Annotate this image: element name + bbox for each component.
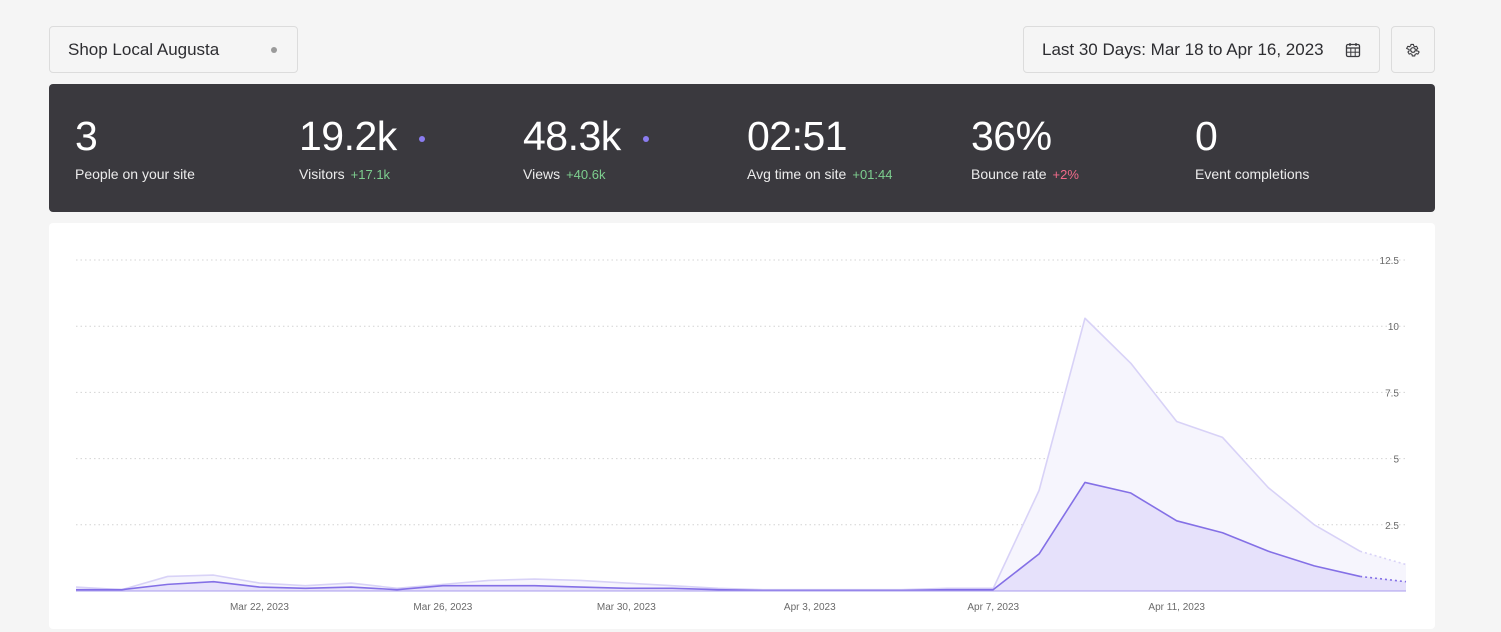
stat-label: Visitors bbox=[299, 166, 345, 182]
y-tick-label: 2.5 bbox=[1385, 521, 1399, 532]
x-tick-label: Apr 3, 2023 bbox=[784, 602, 836, 613]
settings-button[interactable] bbox=[1391, 26, 1435, 73]
y-tick-label: 5 bbox=[1393, 455, 1399, 466]
site-selector[interactable]: Shop Local Augusta bbox=[49, 26, 298, 73]
gear-icon bbox=[1405, 42, 1421, 58]
stat-delta: +40.6k bbox=[566, 167, 606, 182]
x-tick-label: Mar 30, 2023 bbox=[597, 602, 656, 613]
x-tick-label: Mar 22, 2023 bbox=[230, 602, 289, 613]
y-tick-label: 12.5 bbox=[1380, 256, 1400, 267]
series-line-visitors bbox=[76, 481, 1361, 592]
date-range-picker[interactable]: Last 30 Days: Mar 18 to Apr 16, 2023 bbox=[1023, 26, 1380, 73]
x-tick-label: Apr 11, 2023 bbox=[1148, 602, 1205, 613]
series-dot-icon bbox=[643, 136, 649, 142]
stat-delta: +2% bbox=[1052, 167, 1079, 182]
status-dot-icon bbox=[271, 46, 277, 53]
y-tick-label: 7.5 bbox=[1385, 388, 1399, 399]
stat-value: 48.3k bbox=[523, 113, 621, 159]
series-line-views bbox=[75, 317, 1361, 591]
stats-bar: 3 People on your site 19.2k Visitors +17.… bbox=[49, 84, 1435, 212]
stat-label: Avg time on site bbox=[747, 166, 847, 182]
y-tick-label: 10 bbox=[1388, 322, 1400, 333]
calendar-icon bbox=[1345, 42, 1361, 58]
stat-value: 0 bbox=[1195, 113, 1218, 159]
traffic-chart[interactable]: 2.5 5 7.5 10 12.5 Mar 22, 2023 Mar 26, 2023 Mar… bbox=[49, 223, 1435, 629]
date-range-label: Last 30 Days: Mar 18 to Apr 16, 2023 bbox=[1042, 39, 1324, 59]
series-dot-icon bbox=[419, 136, 425, 142]
stat-label: Event completions bbox=[1195, 166, 1310, 182]
stat-label: Views bbox=[523, 166, 561, 182]
site-name: Shop Local Augusta bbox=[68, 39, 220, 59]
stat-delta: +17.1k bbox=[350, 167, 391, 182]
stat-value: 3 bbox=[75, 113, 98, 159]
stat-value: 36% bbox=[971, 113, 1052, 159]
series-area-visitors bbox=[76, 482, 1406, 591]
stat-label: Bounce rate bbox=[971, 166, 1047, 182]
x-tick-label: Apr 7, 2023 bbox=[967, 602, 1019, 613]
stat-delta: +01:44 bbox=[852, 167, 893, 182]
stat-value: 02:51 bbox=[747, 113, 848, 159]
chart-canvas: 2.5 5 7.5 10 12.5 Mar 22, 2023 Mar 26, 2023 Mar… bbox=[75, 256, 1407, 613]
stat-label: People on your site bbox=[75, 166, 195, 182]
x-tick-label: Mar 26, 2023 bbox=[413, 602, 472, 613]
stat-value: 19.2k bbox=[299, 113, 397, 159]
